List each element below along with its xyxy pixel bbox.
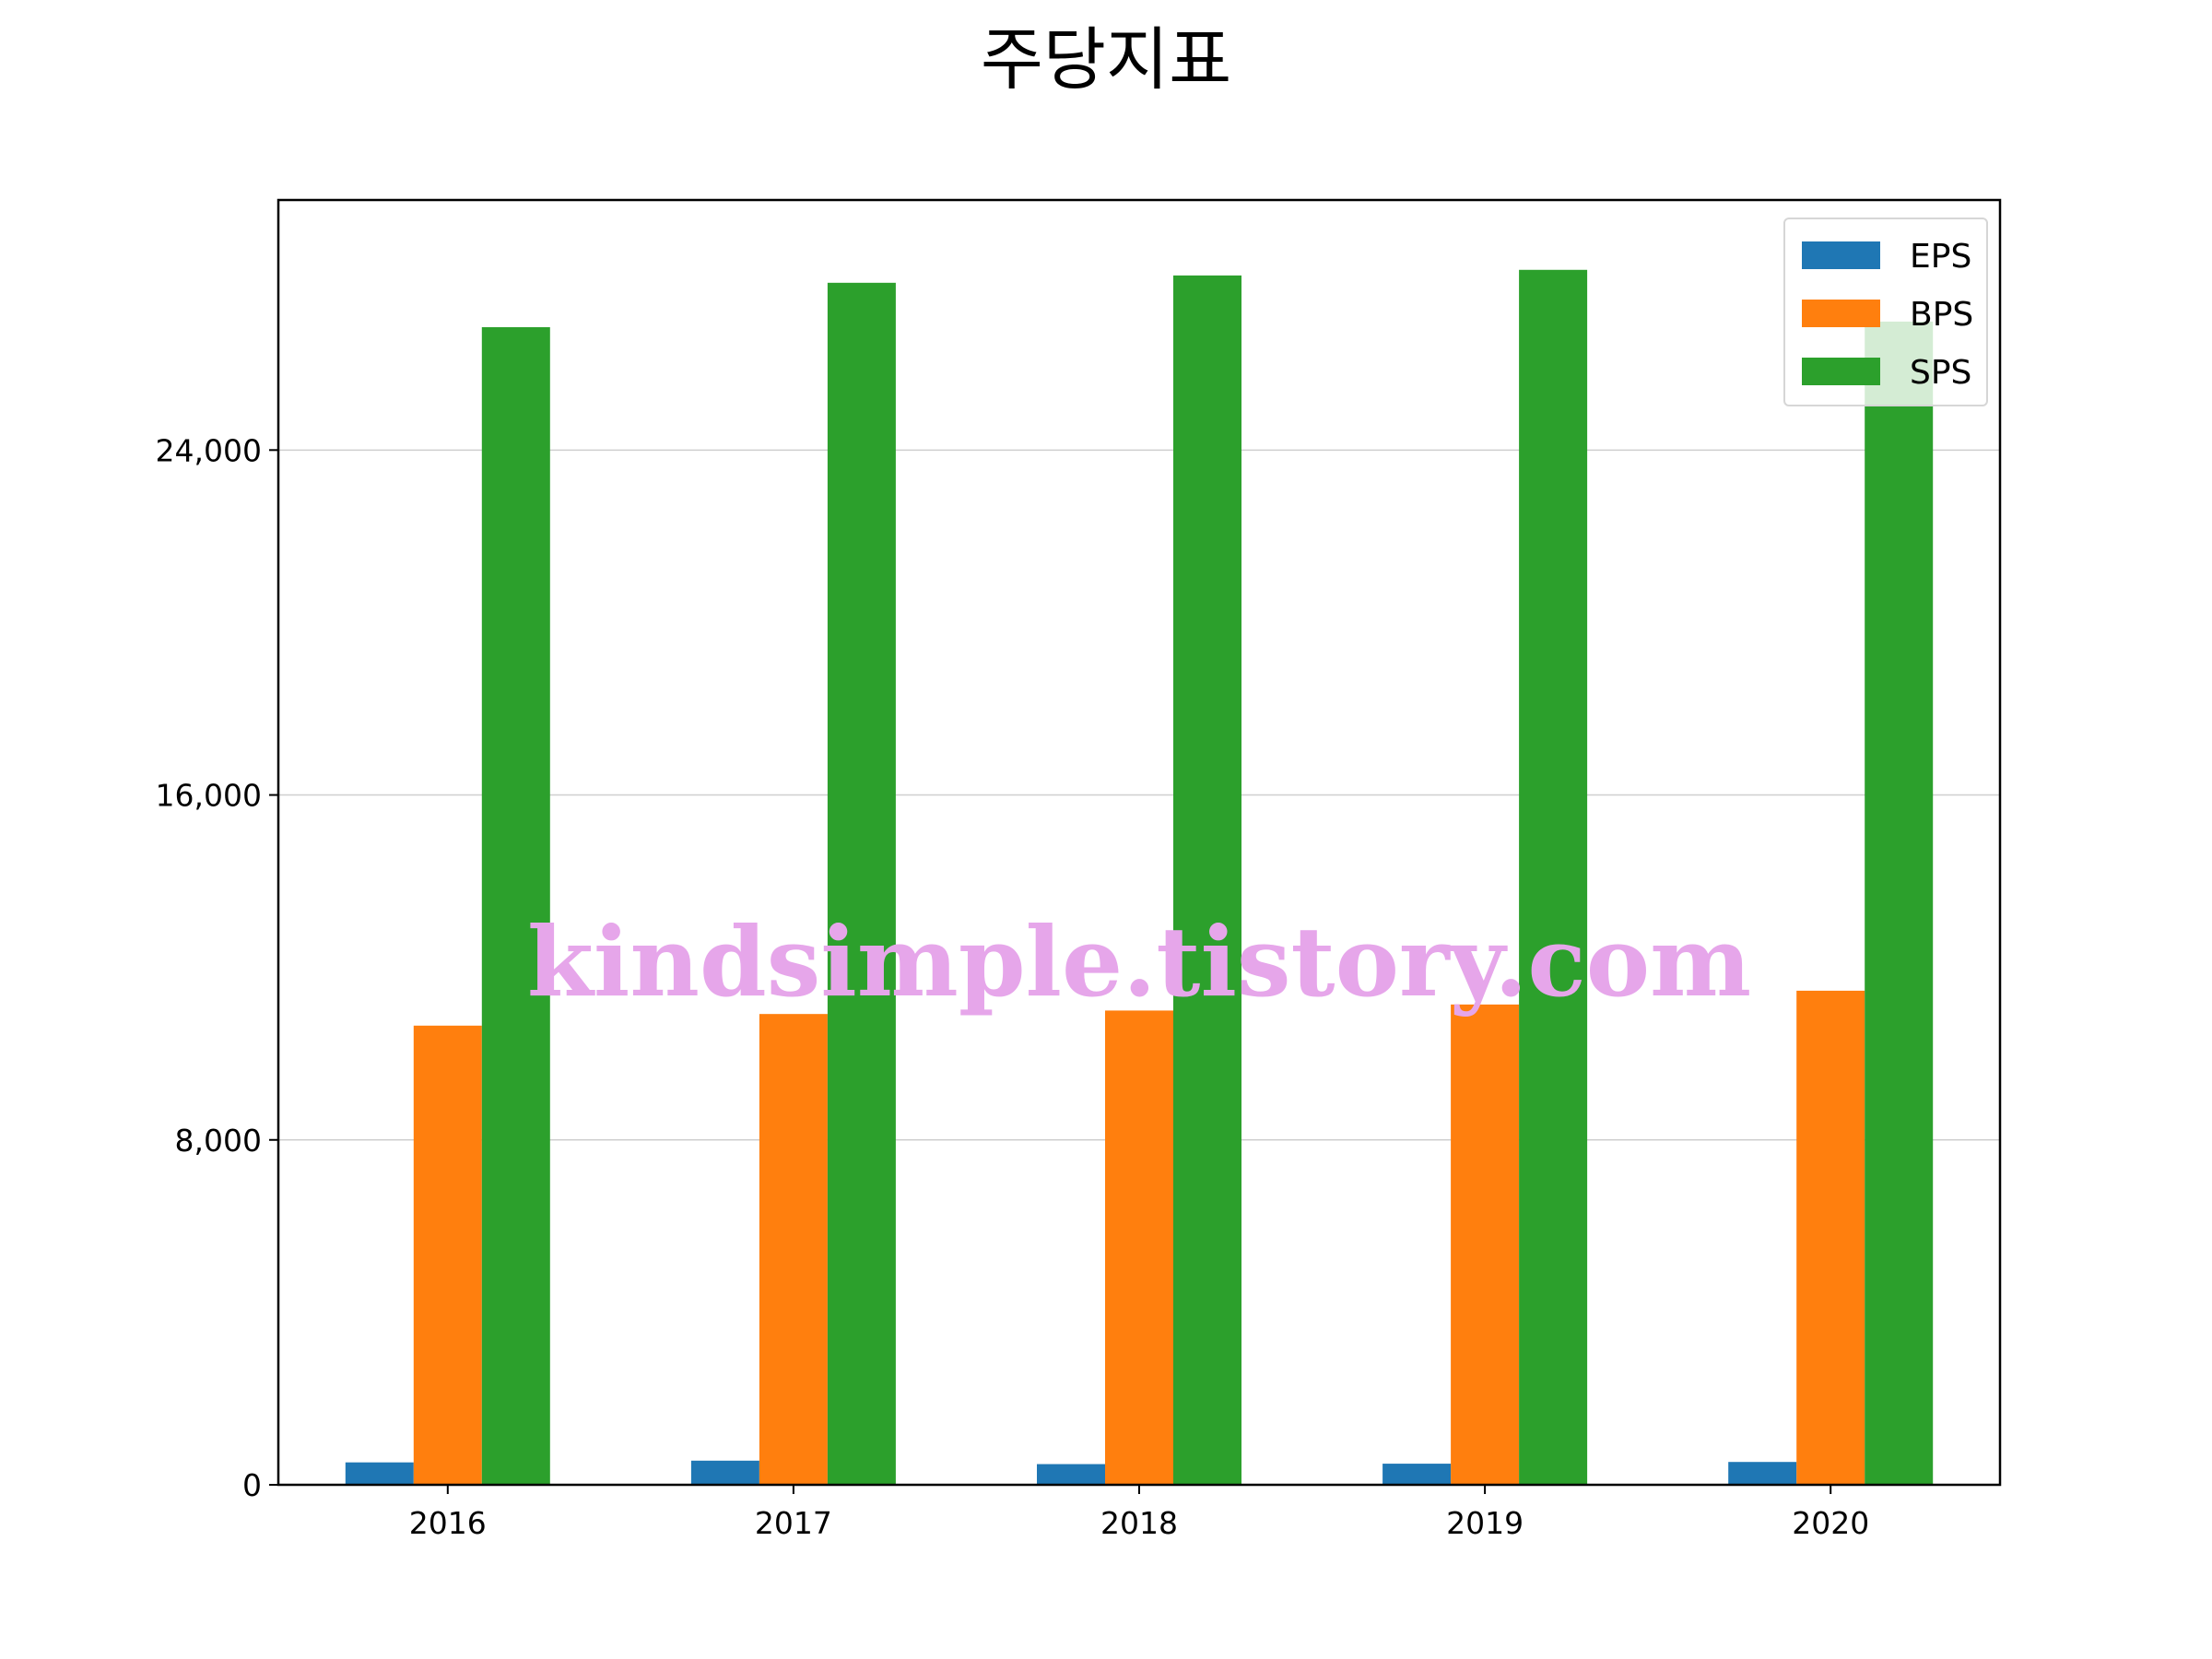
x-axis: 2016 2017 2018 2019 2020 — [409, 1485, 1869, 1541]
legend: EPS BPS SPS — [1783, 218, 1988, 406]
bar-sps-2017 — [827, 282, 896, 1486]
x-tick-label: 2018 — [1100, 1505, 1178, 1541]
bar-eps-2016 — [345, 1462, 414, 1485]
bar-sps-2018 — [1173, 275, 1241, 1485]
bar-eps-2019 — [1382, 1464, 1452, 1485]
bar-bps-2019 — [1451, 1004, 1520, 1485]
legend-label-eps: EPS — [1910, 238, 1971, 276]
bar-eps-2020 — [1728, 1462, 1797, 1485]
bar-sps-2019 — [1519, 269, 1588, 1485]
bar-bps-2018 — [1105, 1010, 1173, 1485]
y-tick-label: 0 — [242, 1467, 262, 1503]
bar-bps-2016 — [413, 1025, 482, 1485]
y-tick-label: 8,000 — [175, 1123, 262, 1159]
y-tick-label: 16,000 — [156, 778, 262, 814]
bar-bps-2020 — [1796, 990, 1865, 1485]
bar-bps-2017 — [759, 1014, 828, 1485]
x-tick-label: 2017 — [755, 1505, 832, 1541]
y-axis: 0 8,000 16,000 24,000 — [156, 432, 278, 1503]
watermark: kindsimple.tistory.com — [527, 905, 1751, 1018]
bar-sps-2016 — [481, 326, 550, 1486]
bars — [345, 269, 1934, 1486]
bar-sps-2020 — [1865, 321, 1934, 1486]
legend-label-sps: SPS — [1910, 354, 1971, 392]
legend-label-bps: BPS — [1910, 296, 1973, 334]
bar-eps-2018 — [1037, 1464, 1105, 1485]
x-tick-label: 2019 — [1446, 1505, 1524, 1541]
chart-title: 주당지표 — [981, 20, 1231, 100]
legend-swatch-bps — [1802, 300, 1880, 327]
bar-eps-2017 — [690, 1460, 759, 1485]
x-tick-label: 2020 — [1792, 1505, 1869, 1541]
y-tick-label: 24,000 — [156, 432, 262, 468]
legend-swatch-sps — [1802, 358, 1880, 385]
legend-swatch-eps — [1802, 241, 1880, 269]
x-tick-label: 2016 — [409, 1505, 487, 1541]
